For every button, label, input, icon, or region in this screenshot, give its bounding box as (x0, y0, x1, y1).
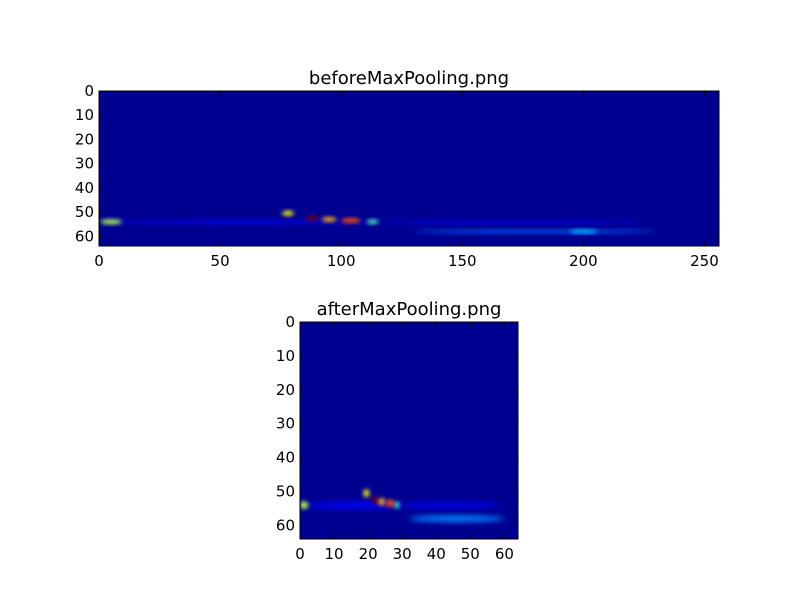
heatmap-hotspot (100, 219, 123, 225)
x-tick-label: 40 (427, 545, 446, 563)
y-tick-label: 50 (75, 203, 94, 221)
x-tick-label: 0 (94, 252, 104, 270)
heatmap-hotspot (281, 210, 294, 216)
y-tick-label: 10 (75, 106, 94, 124)
x-tick-label: 150 (448, 252, 477, 270)
x-tick-label: 200 (569, 252, 598, 270)
chart-title: beforeMaxPooling.png (309, 68, 509, 89)
after-max-pooling-axes: afterMaxPooling.png 0 10 20 30 40 50 600102030… (276, 299, 519, 563)
y-tick-label: 40 (75, 179, 94, 197)
x-tick-label: 50 (211, 252, 230, 270)
heatmap-hotspot (366, 219, 379, 224)
heatmap-hotspot (371, 496, 379, 504)
heatmap-hotspot (377, 219, 644, 224)
heatmap-hotspot (386, 499, 395, 508)
x-tick-label: 0 (295, 545, 305, 563)
heatmap-hotspot (300, 501, 309, 509)
before-max-pooling-axes: beforeMaxPooling.png 0 50 100 150 200 250 0 10 2… (75, 68, 720, 270)
heatmap-hotspot (111, 219, 378, 224)
heatmap-hotspot (409, 515, 505, 523)
y-tick-label: 50 (276, 483, 295, 501)
heatmap-hotspot (341, 218, 361, 223)
x-tick-label: 50 (461, 545, 480, 563)
axes-frame (98, 90, 720, 247)
heatmap-hotspot (306, 215, 319, 221)
heatmap-hotspot (321, 216, 337, 222)
y-tick-label: 20 (276, 381, 295, 399)
y-tick-label: 10 (276, 347, 295, 365)
x-tick-label: 20 (359, 545, 378, 563)
heatmap-hotspot (363, 489, 370, 497)
y-tick-label: 0 (285, 313, 295, 331)
x-tick-label: 250 (690, 252, 719, 270)
heatmap-hotspot (378, 497, 386, 506)
x-tick-label: 100 (327, 252, 356, 270)
y-tick-label: 60 (276, 516, 295, 534)
y-tick-label: 0 (84, 82, 94, 100)
heatmap-hotspot (398, 501, 501, 509)
y-tick-label: 40 (276, 449, 295, 467)
y-tick-label: 20 (75, 130, 94, 148)
y-tick-label: 30 (75, 155, 94, 173)
y-tick-label: 60 (75, 227, 94, 245)
y-tick-label: 30 (276, 415, 295, 433)
heatmap-hotspot (568, 229, 598, 234)
heatmap-hotspot (306, 501, 403, 509)
chart-title: afterMaxPooling.png (317, 299, 502, 320)
x-tick-label: 30 (393, 545, 412, 563)
x-tick-label: 60 (495, 545, 514, 563)
axes-frame (299, 321, 519, 540)
heatmap-hotspot (394, 501, 400, 509)
heatmap-hotspot (413, 229, 657, 234)
x-tick-label: 10 (325, 545, 344, 563)
